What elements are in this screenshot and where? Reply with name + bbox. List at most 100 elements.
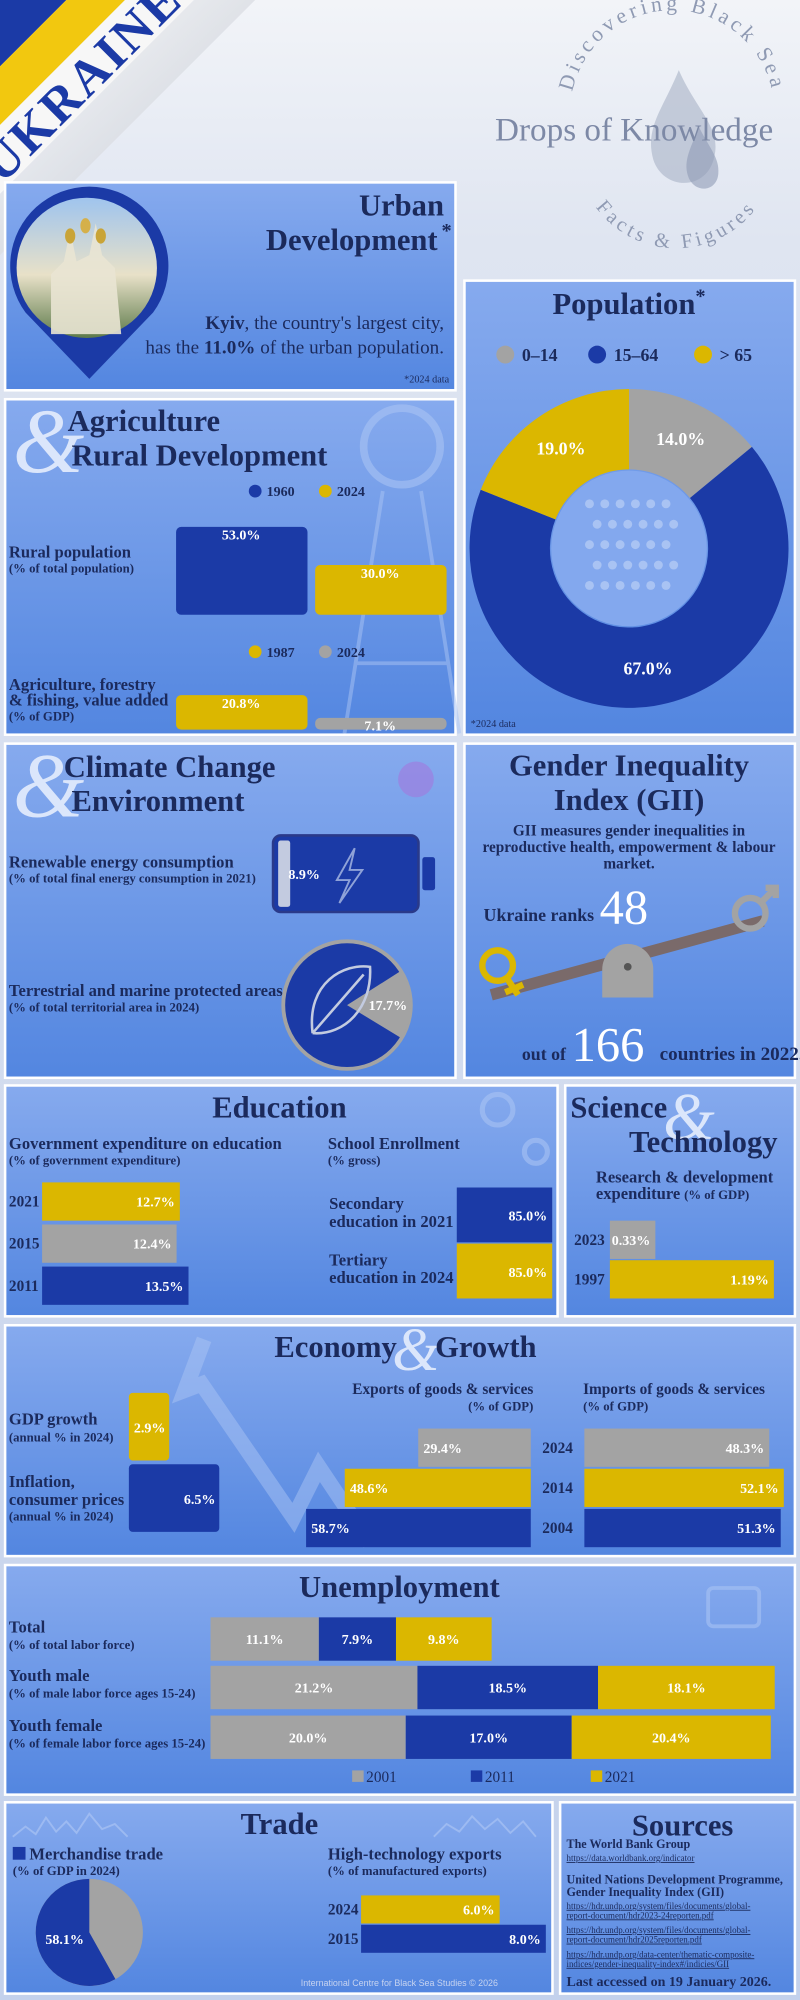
text: 11.0% (204, 337, 256, 358)
panel-title: Development (266, 223, 439, 257)
accessed-note: Last accessed on 19 January 2026. (567, 1974, 772, 1990)
legend-label: 2011 (485, 1769, 515, 1786)
bar-segment (417, 1665, 599, 1710)
ampersand: & (13, 390, 85, 492)
value-label: 11.1% (246, 1632, 284, 1648)
indicator-sublabel: (% of total labor force) (9, 1638, 135, 1652)
bar (42, 1182, 180, 1221)
year-label: 2024 (542, 1440, 573, 1457)
bar-segment (395, 1617, 492, 1661)
panel-title: Climate Change (64, 750, 276, 784)
value-label: 9.8% (428, 1632, 460, 1648)
church (51, 223, 122, 335)
fulcrum-dot (623, 963, 632, 971)
ampersand: & (13, 734, 85, 836)
indicator-label: Imports of goods & services (583, 1381, 765, 1398)
indicator-label: Secondary (329, 1194, 404, 1213)
indicator-label: Inflation, (9, 1472, 75, 1491)
value-label: 8.0% (509, 1932, 541, 1948)
value-label: 51.3% (737, 1521, 776, 1537)
indicator-label: GDP growth (9, 1410, 98, 1429)
indicator-label: Agriculture, forestry (9, 675, 156, 694)
person-icon (661, 580, 671, 590)
indicator-label: Terrestrial and marine protected areas (9, 981, 283, 1000)
legend-swatch (248, 645, 262, 659)
gear-icon (521, 1137, 550, 1166)
donut-slice (629, 389, 752, 499)
bar-segment (405, 1715, 572, 1759)
bar (584, 1428, 770, 1467)
value-label: 12.4% (133, 1237, 172, 1253)
text: has the (145, 337, 203, 358)
description: market. (603, 856, 655, 873)
rank-label: countries in 2022. (660, 1044, 800, 1065)
indicator-label: Tertiary (329, 1250, 388, 1269)
value-label: 18.1% (667, 1681, 706, 1697)
panel-title: Population* (552, 285, 705, 320)
person-icon (615, 499, 625, 509)
year-label: 2024 (328, 1902, 359, 1919)
source-link: report-document/hdr2023-24reporten.pdf (567, 1910, 714, 1920)
panel-title: Education (212, 1090, 346, 1124)
person-icon (661, 540, 671, 550)
value-label: 48.3% (726, 1441, 765, 1457)
text: of the urban population. (255, 337, 444, 358)
bar (418, 1428, 531, 1467)
leaf-icon (310, 965, 372, 1035)
legend-swatch (318, 645, 332, 659)
value-label: 58.1% (45, 1932, 84, 1948)
value-label: 85.0% (509, 1209, 548, 1225)
indicator-label: School Enrollment (328, 1134, 460, 1153)
person-icon (653, 560, 663, 570)
header-title: Drops of Knowledge (495, 111, 773, 148)
legend-swatch (588, 345, 607, 364)
value-label: 2.9% (134, 1420, 166, 1436)
person-icon (585, 540, 594, 550)
person-icon (630, 580, 640, 590)
person-icon (653, 519, 663, 529)
indicator-sublabel: (% gross) (328, 1154, 381, 1168)
value-label: 12.7% (136, 1195, 175, 1211)
description: reproductive health, empowerment & labou… (482, 839, 775, 856)
person-icon (600, 499, 610, 509)
legend-label: 2024 (337, 645, 365, 661)
rank-number: 48 (600, 881, 648, 934)
bar (176, 695, 308, 730)
legend-label: 1987 (267, 645, 295, 661)
value-label: 20.8% (222, 696, 261, 712)
legend-label: 2001 (366, 1769, 397, 1786)
note: *2024 data (404, 375, 449, 386)
person-icon (623, 560, 633, 570)
value-label: 17.0% (469, 1730, 508, 1746)
legend-label: 1960 (267, 484, 295, 500)
indicator-sublabel: (annual % in 2024) (9, 1509, 114, 1523)
asterisk: * (441, 220, 451, 242)
panel-title: Trade (241, 1807, 319, 1841)
indicator-label: consumer prices (9, 1490, 125, 1509)
indicator-sublabel: (% of total final energy consumption in … (9, 872, 256, 886)
person-icon (600, 540, 610, 550)
bar-segment (210, 1617, 319, 1661)
panel-title: Urban (359, 189, 444, 223)
pie-slice (35, 1878, 116, 1986)
person-icon (623, 519, 633, 529)
indicator-label: education in 2024 (329, 1268, 453, 1287)
value-label: 18.5% (488, 1681, 527, 1697)
source-link: https://hdr.undp.org/system/files/docume… (567, 1925, 751, 1935)
panel-title: Economy (274, 1330, 396, 1364)
ampersand: & (663, 1081, 715, 1154)
briefcase-icon (706, 1586, 762, 1629)
donut-slice (480, 389, 630, 520)
source-link: https://data.worldbank.org/indicator (567, 1853, 695, 1863)
person-icon (669, 560, 679, 570)
bar (128, 1464, 220, 1532)
source-name: Gender Inequality Index (GII) (567, 1885, 725, 1899)
year-label: 2015 (9, 1236, 40, 1253)
gear-icon (359, 404, 445, 489)
legend-label: 2024 (337, 484, 365, 500)
bar (42, 1266, 189, 1305)
person-icon (638, 519, 648, 529)
